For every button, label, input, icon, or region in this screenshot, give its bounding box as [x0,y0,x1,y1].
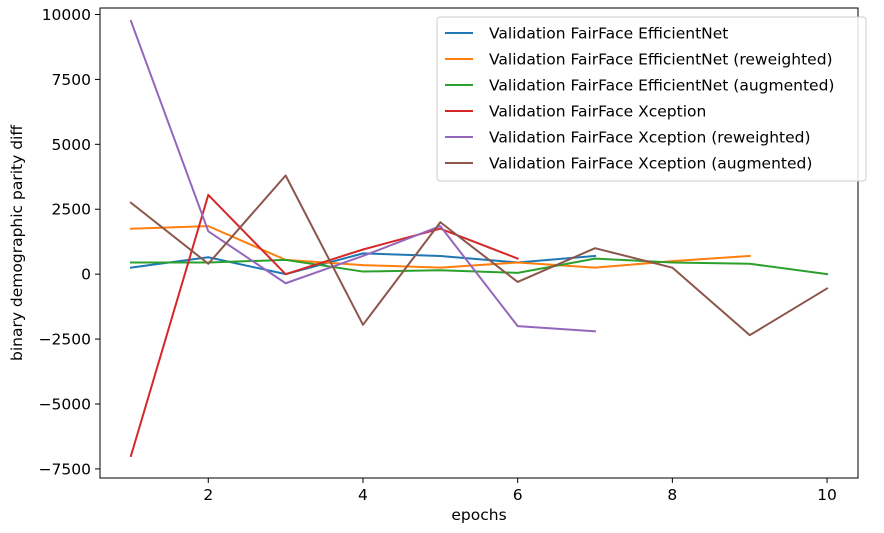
x-axis: 2 4 6 8 10 [203,478,837,504]
plot-lines [129,19,829,458]
y-tick-label: −5000 [39,395,91,413]
legend-entry-label: Validation FairFace EfficientNet (augmen… [489,77,834,95]
x-axis-label: epochs [451,506,506,524]
y-tick-label: 7500 [52,71,91,89]
x-tick-label: 6 [513,486,523,504]
series-line-3 [129,257,829,276]
series-line-2 [129,225,751,269]
y-tick-label: −7500 [39,460,91,478]
series-line-4 [129,193,519,458]
legend: Validation FairFace EfficientNet Validati… [436,16,867,182]
x-tick-label: 10 [817,486,837,504]
x-tick-label: 8 [667,486,677,504]
y-tick-label: 0 [81,266,91,284]
y-tick-label: −2500 [39,331,91,349]
x-tick-label: 4 [358,486,368,504]
plot-frame [99,7,859,479]
legend-entry-label: Validation FairFace Xception [489,103,706,121]
legend-entry-label: Validation FairFace EfficientNet (reweig… [489,51,833,69]
y-tick-label: 10000 [42,6,91,24]
legend-entry-label: Validation FairFace Xception (reweighted… [489,129,811,147]
legend-entry-label: Validation FairFace EfficientNet [489,25,728,43]
y-tick-label: 2500 [52,201,91,219]
series-line-6 [129,174,829,337]
y-axis-label: binary demographic parity diff [8,125,26,361]
y-axis: −7500 −5000 −2500 0 2500 5000 7500 10000 [39,6,100,478]
y-tick-label: 5000 [52,136,91,154]
series-line-5 [129,19,597,333]
legend-box [436,16,867,182]
x-tick-label: 2 [203,486,213,504]
legend-entry-label: Validation FairFace Xception (augmented) [489,155,812,173]
